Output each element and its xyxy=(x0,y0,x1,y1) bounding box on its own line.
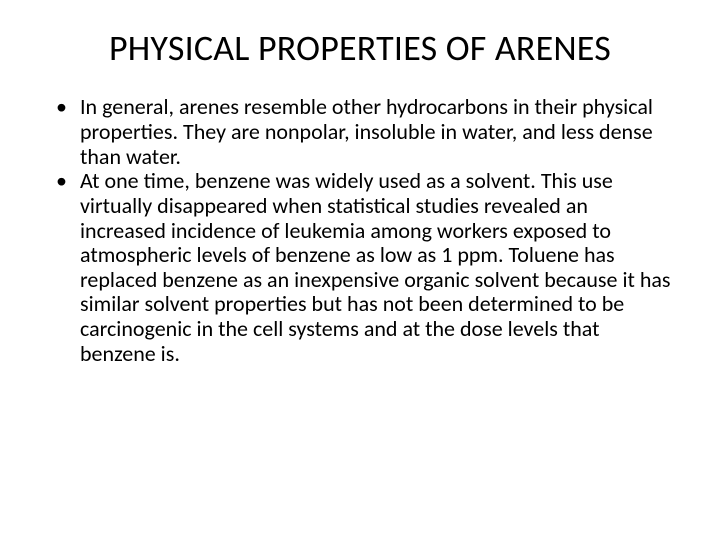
bullet-item: In general, arenes resemble other hydroc… xyxy=(70,95,672,169)
slide-body: In general, arenes resemble other hydroc… xyxy=(48,95,672,366)
slide-content: PHYSICAL PROPERTIES OF ARENES In general… xyxy=(0,0,720,540)
slide-title: PHYSICAL PROPERTIES OF ARENES xyxy=(48,28,672,69)
slide-viewport: PHYSICAL PROPERTIES OF ARENES In general… xyxy=(0,0,720,540)
bullet-list: In general, arenes resemble other hydroc… xyxy=(48,95,672,366)
bullet-item: At one time, benzene was widely used as … xyxy=(70,169,672,366)
